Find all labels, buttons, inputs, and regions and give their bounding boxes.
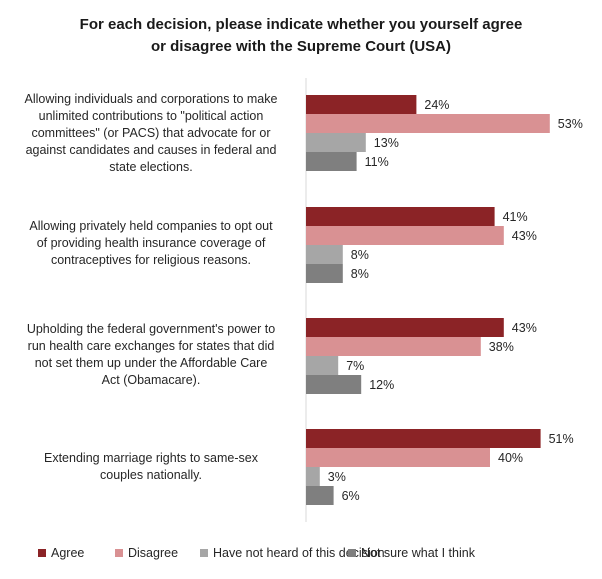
bar-agree xyxy=(306,95,417,114)
bar-not-sure-what-i-think xyxy=(306,375,362,394)
bar-value-label: 51% xyxy=(549,432,574,446)
legend-swatch xyxy=(38,549,46,557)
category-label-line: Allowing individuals and corporations to… xyxy=(24,91,278,106)
category-label-line: Allowing privately held companies to opt… xyxy=(29,218,273,233)
category-label: Allowing individuals and corporations to… xyxy=(6,91,296,176)
bar-have-not-heard-of-this-decision xyxy=(306,245,343,264)
legend-label: Disagree xyxy=(128,546,179,560)
legend-label: Have not heard of this decision xyxy=(213,546,385,560)
bar-disagree xyxy=(306,226,504,245)
category-label: Extending marriage rights to same-sex cou… xyxy=(6,450,296,484)
category-label-line: Upholding the federal government's power… xyxy=(26,322,276,336)
bar-value-label: 40% xyxy=(498,451,523,465)
category-label: Allowing privately held companies to opt… xyxy=(6,218,296,269)
legend-label: Agree xyxy=(51,546,85,560)
category-label-line: of providing health insurance coverage o… xyxy=(36,235,266,250)
bar-value-label: 43% xyxy=(512,229,537,243)
legend-item: Have not heard of this decision xyxy=(200,546,385,560)
bar-agree xyxy=(306,429,541,448)
bar-value-label: 7% xyxy=(346,359,364,373)
category-label-line: against candidates and causes in federal… xyxy=(25,142,277,157)
category-label-line: run health care exchanges for states tha… xyxy=(27,339,275,353)
bar-not-sure-what-i-think xyxy=(306,486,334,505)
chart-legend: Agree Disagree Have not heard of this deci… xyxy=(0,546,602,564)
bar-value-label: 8% xyxy=(351,248,369,262)
bar-have-not-heard-of-this-decision xyxy=(306,356,339,375)
bar-value-label: 24% xyxy=(424,98,449,112)
legend-swatch xyxy=(115,549,123,557)
bar-have-not-heard-of-this-decision xyxy=(306,467,320,486)
legend-item: Agree xyxy=(38,546,84,560)
bar-have-not-heard-of-this-decision xyxy=(306,133,366,152)
category-label-line: couples nationally. xyxy=(100,468,202,482)
bar-value-label: 13% xyxy=(374,136,399,150)
bar-value-label: 38% xyxy=(489,340,514,354)
bar-not-sure-what-i-think xyxy=(306,264,343,283)
chart-title-line-1: For each decision, please indicate wheth… xyxy=(79,16,523,33)
category-label: Upholding the federal government's power… xyxy=(6,321,296,389)
chart-title-line-2: or disagree with the Supreme Court (USA) xyxy=(150,38,452,55)
category-label-line: unlimited contributions to "political ac… xyxy=(38,108,264,123)
bar-value-label: 53% xyxy=(558,117,583,131)
bar-value-label: 3% xyxy=(328,470,346,484)
bar-value-label: 43% xyxy=(512,321,537,335)
bar-value-label: 6% xyxy=(342,489,360,503)
category-label-line: contraceptives for religious reasons. xyxy=(50,252,252,267)
category-label-line: not set them up under the Affordable Car… xyxy=(34,356,268,370)
chart-title: For each decision, please indicate wheth… xyxy=(0,14,602,58)
legend-swatch xyxy=(200,549,208,557)
bar-agree xyxy=(306,318,504,337)
category-label-line: Act (Obamacare). xyxy=(101,373,201,387)
legend-swatch xyxy=(348,549,356,557)
bar-disagree xyxy=(306,337,481,356)
bar-value-label: 41% xyxy=(503,210,528,224)
bar-disagree xyxy=(306,114,550,133)
category-label-line: committees" (or PACS) that advocate for … xyxy=(31,125,271,140)
bar-value-label: 12% xyxy=(369,378,394,392)
bar-agree xyxy=(306,207,495,226)
bar-disagree xyxy=(306,448,490,467)
bar-value-label: 11% xyxy=(365,155,389,169)
bar-not-sure-what-i-think xyxy=(306,152,357,171)
legend-item: Not sure what I think xyxy=(348,546,475,560)
category-label-line: state elections. xyxy=(109,159,193,174)
bar-value-label: 8% xyxy=(351,267,369,281)
legend-label: Not sure what I think xyxy=(361,546,475,560)
category-label-line: Extending marriage rights to same-sex xyxy=(44,451,258,465)
legend-item: Disagree xyxy=(115,546,178,560)
